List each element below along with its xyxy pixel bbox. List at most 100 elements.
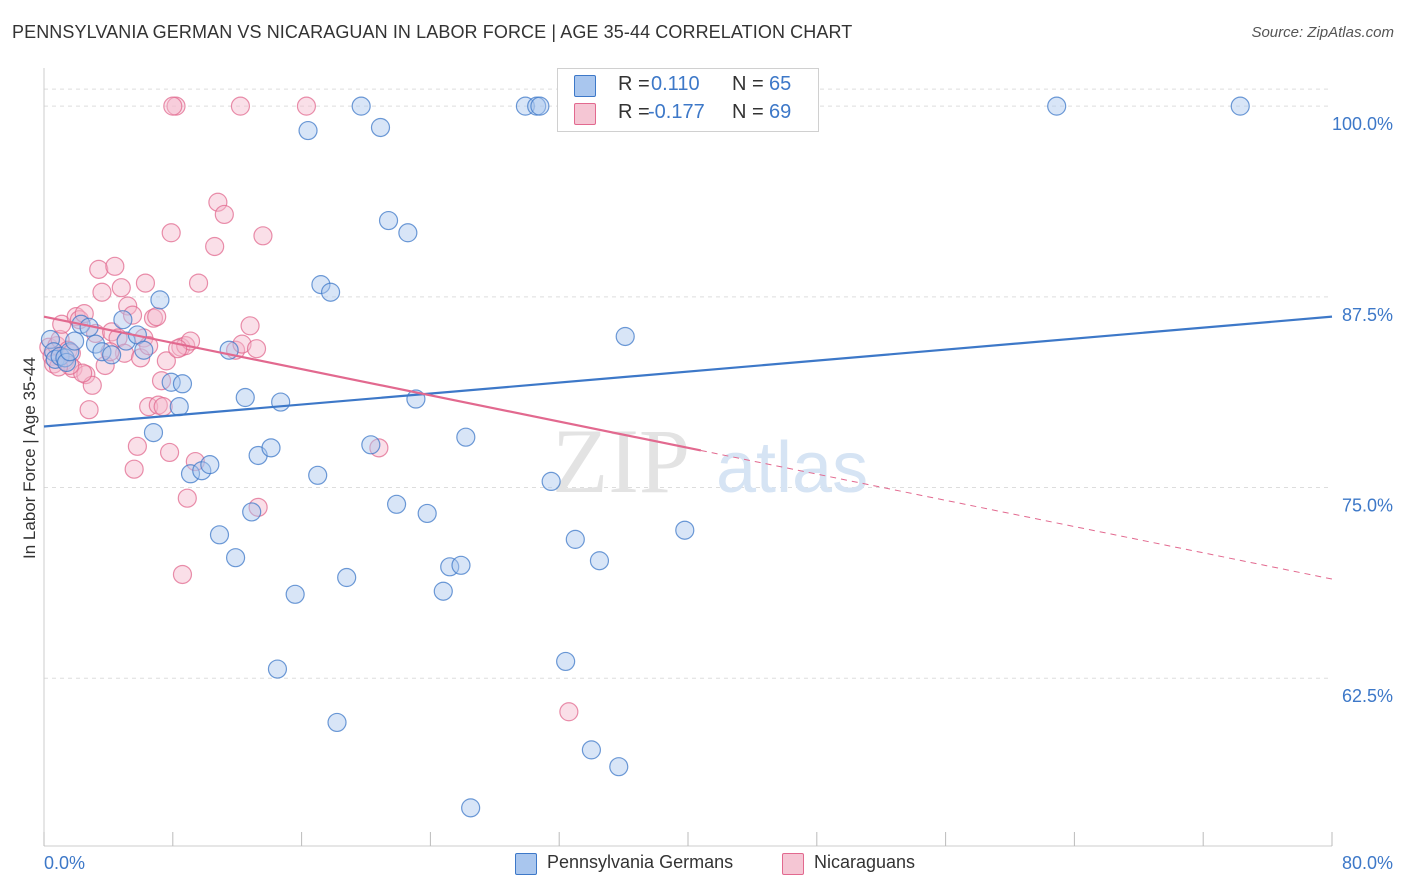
point-pennsylvania-german [113,310,133,330]
point-pennsylvania-german [261,438,281,458]
regression-line-nicaraguans [43,315,702,452]
point-pennsylvania-german [461,798,481,818]
point-pennsylvania-german [40,329,61,350]
source-credit: Source: ZipAtlas.com [1251,24,1394,41]
point-nicaraguan [253,226,273,246]
y-tick-labels: 100.0% 87.5% 75.0% 62.5% [1332,114,1393,706]
point-nicaraguan [127,436,147,456]
r-value: 0.110 [651,73,700,95]
point-pennsylvania-german [285,584,305,604]
point-nicaraguan [156,351,176,371]
point-pennsylvania-german [298,120,318,141]
point-nicaraguan [188,273,209,293]
point-pennsylvania-german [180,464,201,484]
pink-swatch [782,853,804,875]
point-pennsylvania-german [64,331,85,351]
watermark-atlas: atlas [716,428,868,508]
axis-ticks [43,832,1333,846]
point-pennsylvania-german [235,387,255,408]
point-pennsylvania-german [60,342,80,362]
point-pennsylvania-german [609,757,629,777]
point-pennsylvania-german [351,96,371,116]
point-nicaraguan [124,459,144,479]
point-nicaraguan [177,488,197,508]
point-pennsylvania-german [456,427,476,447]
point-pennsylvania-german [200,455,220,475]
point-pennsylvania-german [589,551,610,571]
legend-label: Nicaraguans [814,852,916,872]
point-nicaraguan [89,259,109,279]
r-label: R = [618,73,650,95]
point-pennsylvania-german [451,555,471,575]
n-value: 65 [769,73,792,95]
point-nicaraguan [214,204,234,225]
point-pennsylvania-german [225,548,246,568]
point-nicaraguan [105,256,125,276]
point-nicaraguan [208,192,228,212]
point-pennsylvania-german [172,374,193,394]
n-label: N = [732,73,764,95]
n-value: 69 [769,101,792,123]
blue-swatch [574,75,596,97]
point-pennsylvania-german [320,282,341,302]
point-nicaraguan [205,236,225,257]
point-pennsylvania-german [417,503,437,524]
point-nicaraguan [139,397,159,417]
r-label: R = [618,101,650,123]
point-nicaraguan [135,273,156,293]
regression-line-nicaraguans-extension [700,449,1333,580]
point-pennsylvania-german [169,397,189,417]
point-nicaraguan [151,371,172,391]
point-nicaraguan [143,308,164,328]
point-pennsylvania-german [433,581,453,601]
y-tick-label: 75.0% [1342,496,1393,516]
y-tick-label: 87.5% [1342,305,1393,325]
point-pennsylvania-german [311,275,331,295]
point-nicaraguan [111,278,131,298]
point-pennsylvania-german [378,210,399,231]
point-nicaraguan [161,223,181,243]
point-pennsylvania-german [515,96,535,116]
point-nicaraguan [76,365,96,385]
point-nicaraguan [559,702,579,722]
point-pennsylvania-german [56,352,77,373]
point-nicaraguan [92,282,112,302]
point-nicaraguan [296,96,317,116]
point-pennsylvania-german [1230,96,1250,116]
point-nicaraguan [79,400,99,420]
x-tick-label: 80.0% [1342,853,1393,873]
x-tick-label: 0.0% [44,853,85,873]
x-tick-labels: 0.0% 80.0% [44,853,1393,873]
point-pennsylvania-german [150,290,170,310]
point-pennsylvania-german [337,567,357,588]
blue-swatch [515,853,537,875]
point-pennsylvania-german [361,435,381,455]
point-pennsylvania-german [1047,96,1067,116]
point-pennsylvania-german [267,659,288,679]
point-pennsylvania-german [242,502,262,522]
point-pennsylvania-german [530,96,550,116]
pink-swatch [574,103,596,125]
point-pennsylvania-german [675,520,695,540]
y-tick-label: 62.5% [1342,686,1393,706]
stats-legend: R = 0.110 N = 65 R = -0.177 N = 69 [557,68,819,132]
point-pennsylvania-german [271,392,291,412]
point-nicaraguan [172,564,193,585]
point-pennsylvania-german [581,740,602,760]
point-pennsylvania-german [102,345,122,365]
point-nicaraguan [147,307,167,327]
point-pennsylvania-german [209,525,230,545]
point-pennsylvania-german [143,422,164,443]
point-pennsylvania-german [116,331,136,351]
point-pennsylvania-german [541,471,561,492]
point-pennsylvania-german [308,465,328,485]
point-pennsylvania-german [85,334,106,354]
point-pennsylvania-german [386,494,407,514]
n-label: N = [732,101,764,123]
point-nicaraguan [163,96,183,116]
legend-label: Pennsylvania Germans [547,852,734,872]
point-nicaraguan [240,316,260,336]
point-pennsylvania-german [134,340,154,360]
point-pennsylvania-german [615,326,635,347]
